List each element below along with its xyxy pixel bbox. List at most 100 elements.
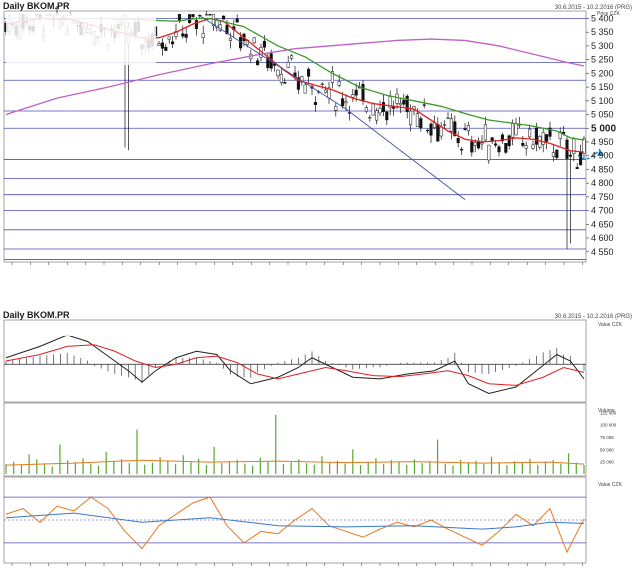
rsi-axis-label: Value CZK [598,482,622,488]
price-candle-body [568,154,572,157]
price-y-tick-label: 5 150 [591,82,614,92]
price-candle-body [582,138,586,154]
price-y-tick-label: 4 750 [591,192,614,202]
price-candle-body [487,144,491,161]
price-axis-label: Price CZK [597,11,620,17]
volume-axis-label: Volume [598,408,615,414]
price-candle-body [470,141,474,153]
price-candle-body [422,104,426,106]
price-series-line [5,38,585,116]
price-candle-body [415,113,419,127]
price-candle-body [174,31,178,37]
price-y-tick-label: 4 550 [591,247,614,257]
rsi-series-line [5,496,585,554]
price-candle-body [324,89,328,93]
price-candle-body [453,121,457,137]
price-y-tick-label: 4 950 [591,137,614,147]
rsi-legend-box [6,479,56,492]
price-candle-body [303,84,307,94]
price-candle-body [225,24,229,35]
volume-y-tick-label: 50 000 [600,447,614,452]
price-candle-body [307,68,311,77]
volume-y-tick-label: 125 000 [600,410,617,415]
price-chart-title: Daily BKOM.PR [3,1,70,11]
price-y-tick-label: 5 250 [591,55,614,65]
price-candle-body [409,110,413,126]
price-candle-body [228,37,232,41]
price-candle-body [208,14,212,16]
price-candle-body [276,69,280,77]
price-y-tick-label: 5 400 [591,13,614,23]
price-candle-body [548,127,552,137]
macd-plot-frame [3,319,587,403]
price-candle-body [497,146,501,153]
price-candle-body [511,123,515,138]
macd-series-line [5,344,585,386]
price-series-line [107,17,585,141]
price-candle-body [222,15,226,20]
price-panel: Daily BKOM.PR 30.6.2015 - 10.2.2016 (PRG… [3,1,632,265]
price-candle-body [426,129,430,132]
price-candle-body [334,106,338,111]
macd-date-range: 30.6.2015 - 10.2.2016 (PRG) [555,314,632,320]
price-candle-body [449,118,453,132]
price-candle-body [194,19,198,29]
volume-plot-frame [3,402,587,477]
price-candle-body [524,145,528,149]
price-candle-body [283,82,287,84]
price-candle-body [205,14,209,16]
price-candle-body [337,81,341,86]
price-candle-body [344,101,348,104]
price-candle-body [494,143,498,146]
price-candle-body [157,43,161,46]
price-candle-body [575,167,579,169]
price-candle-body [279,73,283,84]
price-y-tick-label: 4 650 [591,219,614,229]
price-candle-body [167,36,171,40]
price-candle-body [354,89,358,96]
price-candle-body [555,149,559,158]
price-candle-body [402,100,406,105]
price-y-tick-label: 5 300 [591,41,614,51]
price-candle-body [551,152,555,157]
price-candle-body [378,108,382,114]
price-candle-body [504,142,508,153]
price-candle-body [375,110,379,121]
macd-axis-label: Value CZK [598,322,622,328]
price-candle-body [235,18,239,23]
price-y-tick-label: 5 100 [591,96,614,106]
price-candle-body [286,61,290,68]
price-candle-body [579,151,583,166]
price-candle-body [545,134,549,142]
price-candle-body [521,142,525,146]
price-y-tick-label: 4 800 [591,178,614,188]
price-trendline [199,15,466,200]
price-candle-body [405,95,409,113]
price-candle-body [456,138,460,144]
price-candle-body [463,128,467,130]
price-plot-frame [3,10,587,263]
price-y-tick-label: 5 050 [591,110,614,120]
forecast-arrowhead-icon [597,149,604,157]
price-candle-body [436,123,440,142]
price-y-tick-label: 5 350 [591,27,614,37]
price-candle-body [429,123,433,136]
price-candle-body [181,33,185,37]
price-candle-body [398,102,402,106]
price-candle-body [368,117,372,119]
price-candle-body [460,149,464,151]
price-candle-body [160,42,164,49]
price-candle-body [188,14,192,24]
price-candle-body [385,111,389,121]
price-candle-body [341,98,345,107]
volume-legend-box [6,405,66,418]
price-candle-body [446,117,450,119]
price-y-tick-label: 5 000 [591,123,616,134]
price-y-tick-label: 4 850 [591,164,614,174]
price-candle-body [541,132,545,145]
price-candle-body [381,102,385,112]
price-candle-body [262,40,266,48]
price-candle-body [184,34,188,38]
price-candle-body [361,84,365,102]
